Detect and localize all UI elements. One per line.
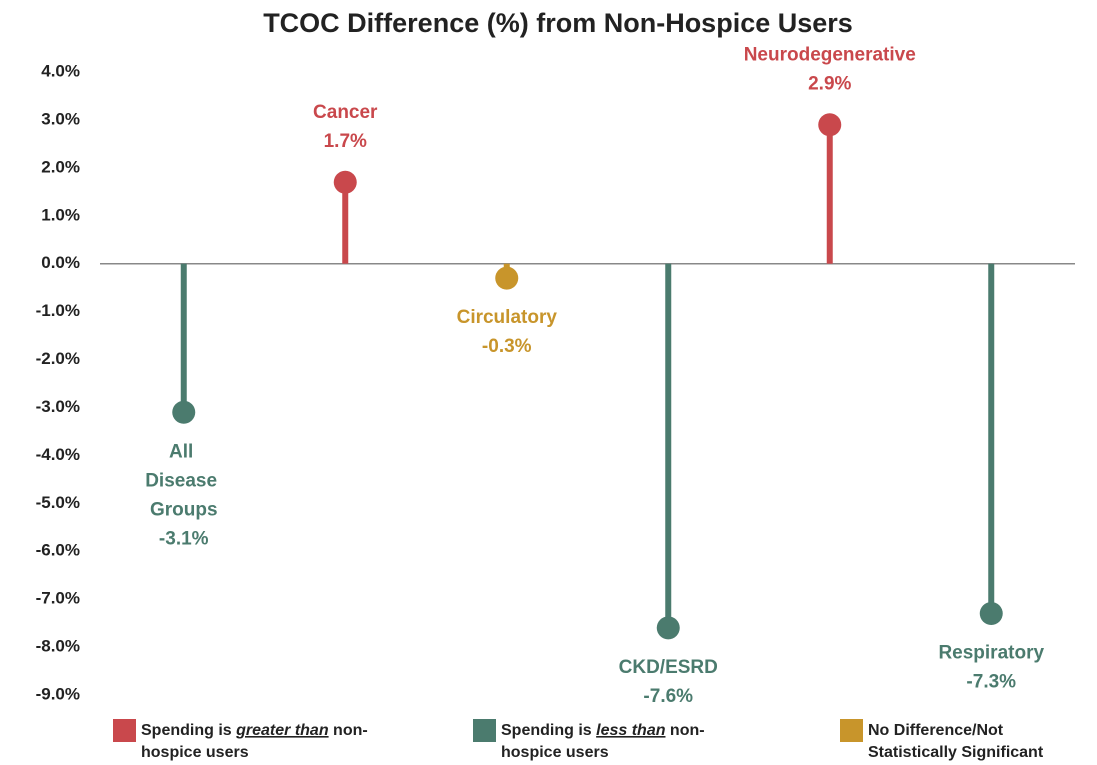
category-label: All Disease Groups (145, 441, 222, 520)
stem (988, 263, 995, 614)
y-tick-label: 3.0% (41, 109, 80, 128)
category-label: CKD/ESRD (619, 657, 718, 678)
stem (180, 263, 187, 413)
y-tick-label: -3.0% (36, 397, 80, 416)
legend-text: hospice users (501, 744, 609, 761)
y-tick-label: -1.0% (36, 301, 80, 320)
legend-text: hospice users (141, 744, 249, 761)
value-label: -3.1% (159, 528, 209, 549)
legend-swatch (473, 719, 496, 742)
y-tick-label: -8.0% (36, 637, 80, 656)
y-tick-label: -7.0% (36, 589, 80, 608)
legend-text: Spending is (141, 722, 236, 739)
y-tick-label: -2.0% (36, 349, 80, 368)
legend-text: No Difference/Not (868, 722, 1004, 739)
legend-label: hospice users (141, 744, 249, 761)
y-tick-label: 2.0% (41, 157, 80, 176)
stem (665, 263, 672, 628)
legend-label: Spending is greater than non- (141, 722, 368, 739)
legend-label: hospice users (501, 744, 609, 761)
y-tick-label: -9.0% (36, 684, 80, 703)
legend-text: greater than (235, 722, 329, 739)
y-tick-label: 0.0% (41, 253, 80, 272)
category-label: Cancer (313, 102, 378, 123)
category-label: Neurodegenerative (744, 45, 916, 66)
legend-text: Spending is (501, 722, 596, 739)
chart-title: TCOC Difference (%) from Non-Hospice Use… (263, 8, 853, 38)
legend-label: Spending is less than non- (501, 722, 705, 739)
stem (826, 124, 833, 264)
category-label: Circulatory (457, 307, 558, 328)
legend-text: non- (329, 722, 368, 739)
legend-text: Statistically Significant (868, 744, 1044, 761)
value-label: -7.3% (966, 672, 1016, 693)
value-label: -7.6% (643, 686, 693, 707)
dot (656, 616, 680, 640)
legend-swatch (840, 719, 863, 742)
value-label: 2.9% (808, 74, 851, 95)
dot (979, 602, 1003, 626)
category-label: Respiratory (938, 643, 1044, 664)
legend-label: No Difference/Not (868, 722, 1004, 739)
stem (342, 182, 349, 264)
dot (172, 400, 196, 424)
y-tick-label: -4.0% (36, 445, 80, 464)
y-tick-label: 4.0% (41, 61, 80, 80)
y-tick-label: 1.0% (41, 205, 80, 224)
value-label: 1.7% (324, 131, 367, 152)
dot (818, 113, 842, 137)
y-tick-label: -5.0% (36, 493, 80, 512)
value-label: -0.3% (482, 336, 532, 357)
legend-label: Statistically Significant (868, 744, 1044, 761)
dot (333, 170, 357, 194)
legend-text: non- (665, 722, 704, 739)
dot (495, 266, 519, 290)
legend-swatch (113, 719, 136, 742)
y-tick-label: -6.0% (36, 541, 80, 560)
legend-text: less than (596, 722, 666, 739)
